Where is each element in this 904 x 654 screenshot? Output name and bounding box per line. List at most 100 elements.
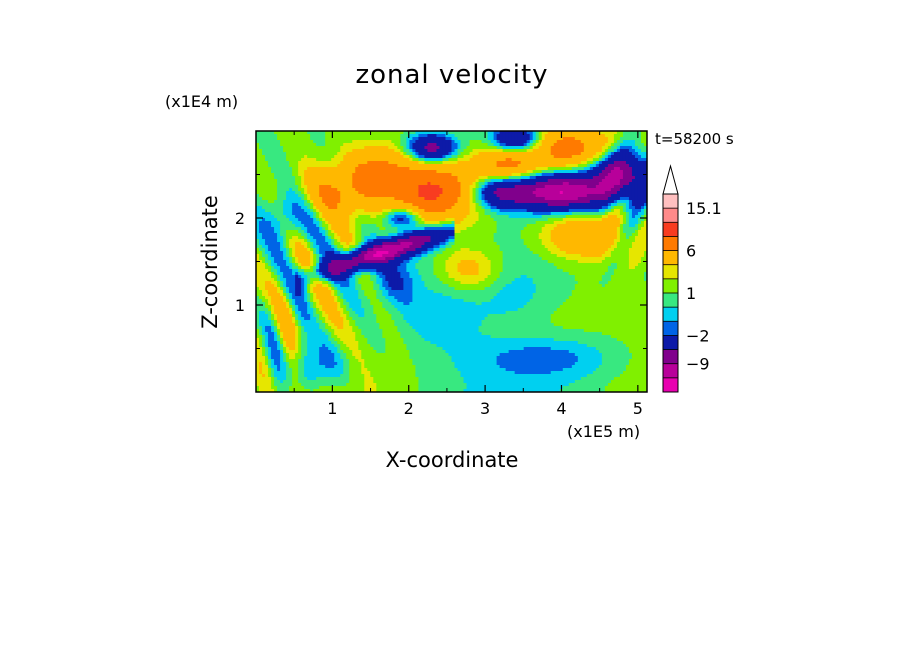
- field-cell: [298, 206, 302, 210]
- field-cell: [469, 155, 474, 159]
- field-cell: [397, 131, 401, 135]
- field-cell: [535, 155, 540, 159]
- field-cell: [490, 191, 495, 195]
- field-cell: [562, 173, 567, 177]
- field-cell: [400, 140, 404, 144]
- field-cell: [415, 194, 420, 198]
- field-cell: [517, 188, 522, 192]
- field-cell: [289, 158, 293, 162]
- field-cell: [529, 140, 534, 144]
- field-cell: [529, 131, 534, 135]
- field-cell: [370, 185, 374, 189]
- field-cell: [481, 182, 486, 186]
- field-cell: [346, 179, 350, 183]
- field-cell: [292, 143, 296, 147]
- field-cell: [286, 185, 290, 189]
- field-cell: [355, 164, 359, 168]
- field-cell: [628, 188, 633, 192]
- field-cell: [619, 191, 624, 195]
- field-cell: [277, 161, 281, 165]
- field-cell: [526, 152, 531, 156]
- field-cell: [418, 197, 423, 201]
- field-cell: [388, 167, 392, 171]
- field-cell: [292, 194, 296, 198]
- field-cell: [589, 152, 594, 156]
- field-cell: [601, 158, 606, 162]
- field-cell: [607, 176, 612, 180]
- field-cell: [634, 146, 639, 150]
- field-cell: [598, 197, 603, 201]
- field-cell: [439, 200, 444, 204]
- field-cell: [391, 182, 395, 186]
- field-cell: [406, 167, 410, 171]
- field-cell: [532, 188, 537, 192]
- field-cell: [262, 167, 266, 171]
- field-cell: [634, 197, 639, 201]
- field-cell: [382, 143, 386, 147]
- field-cell: [379, 140, 383, 144]
- field-cell: [307, 200, 311, 204]
- field-cell: [499, 176, 504, 180]
- field-cell: [580, 131, 585, 135]
- field-cell: [481, 194, 486, 198]
- field-cell: [289, 200, 293, 204]
- field-cell: [553, 146, 558, 150]
- field-cell: [403, 170, 407, 174]
- field-cell: [319, 170, 323, 174]
- field-cell: [313, 143, 317, 147]
- field-cell: [592, 176, 597, 180]
- field-cell: [409, 164, 413, 168]
- field-cell: [388, 170, 392, 174]
- field-cell: [415, 170, 420, 174]
- field-cell: [556, 158, 561, 162]
- field-cell: [511, 200, 516, 204]
- field-cell: [322, 176, 326, 180]
- field-cell: [304, 161, 308, 165]
- field-cell: [298, 152, 302, 156]
- field-cell: [610, 170, 615, 174]
- field-cell: [565, 200, 570, 204]
- field-cell: [289, 167, 293, 171]
- field-cell: [334, 164, 338, 168]
- field-cell: [262, 140, 266, 144]
- field-cell: [256, 206, 260, 210]
- field-cell: [643, 188, 647, 192]
- field-cell: [421, 158, 426, 162]
- field-cell: [622, 167, 627, 171]
- field-cell: [406, 146, 410, 150]
- field-cell: [334, 155, 338, 159]
- field-cell: [286, 173, 290, 177]
- field-cell: [502, 203, 507, 207]
- field-cell: [553, 167, 558, 171]
- field-cell: [514, 131, 519, 135]
- field-cell: [610, 188, 615, 192]
- field-cell: [508, 164, 513, 168]
- field-cell: [451, 140, 456, 144]
- field-cell: [532, 152, 537, 156]
- field-cell: [640, 134, 645, 138]
- field-cell: [418, 185, 423, 189]
- field-cell: [415, 176, 420, 180]
- field-cell: [445, 149, 450, 153]
- field-cell: [307, 185, 311, 189]
- field-cell: [406, 182, 410, 186]
- field-cell: [334, 173, 338, 177]
- field-cell: [547, 200, 552, 204]
- field-cell: [343, 146, 347, 150]
- field-cell: [604, 143, 609, 147]
- field-cell: [295, 149, 299, 153]
- field-cell: [598, 170, 603, 174]
- field-cell: [586, 200, 591, 204]
- field-cell: [586, 194, 591, 198]
- field-cell: [412, 170, 417, 174]
- field-cell: [472, 146, 477, 150]
- field-cell: [523, 158, 528, 162]
- field-cell: [430, 203, 435, 207]
- field-cell: [256, 158, 260, 162]
- field-cell: [556, 137, 561, 141]
- field-cell: [427, 206, 432, 210]
- field-cell: [508, 182, 513, 186]
- field-cell: [466, 179, 471, 183]
- field-cell: [283, 203, 287, 207]
- field-cell: [361, 137, 365, 141]
